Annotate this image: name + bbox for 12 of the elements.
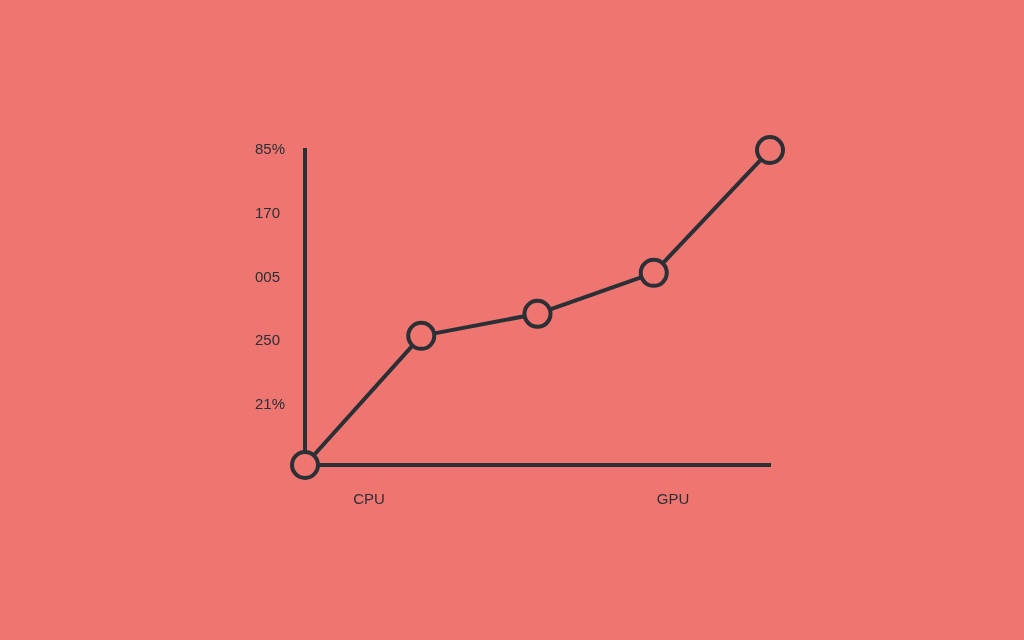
point: [755, 135, 785, 165]
text: CPU: [353, 490, 385, 508]
point: [522, 298, 553, 329]
text: 250: [255, 331, 281, 349]
text: 005: [255, 267, 281, 285]
text: 21%: [255, 395, 286, 413]
point: [290, 450, 320, 480]
point: [638, 257, 669, 288]
text: 85%: [255, 140, 286, 158]
text: 170: [255, 203, 281, 221]
text: GPU: [656, 490, 690, 508]
point: [406, 320, 437, 351]
